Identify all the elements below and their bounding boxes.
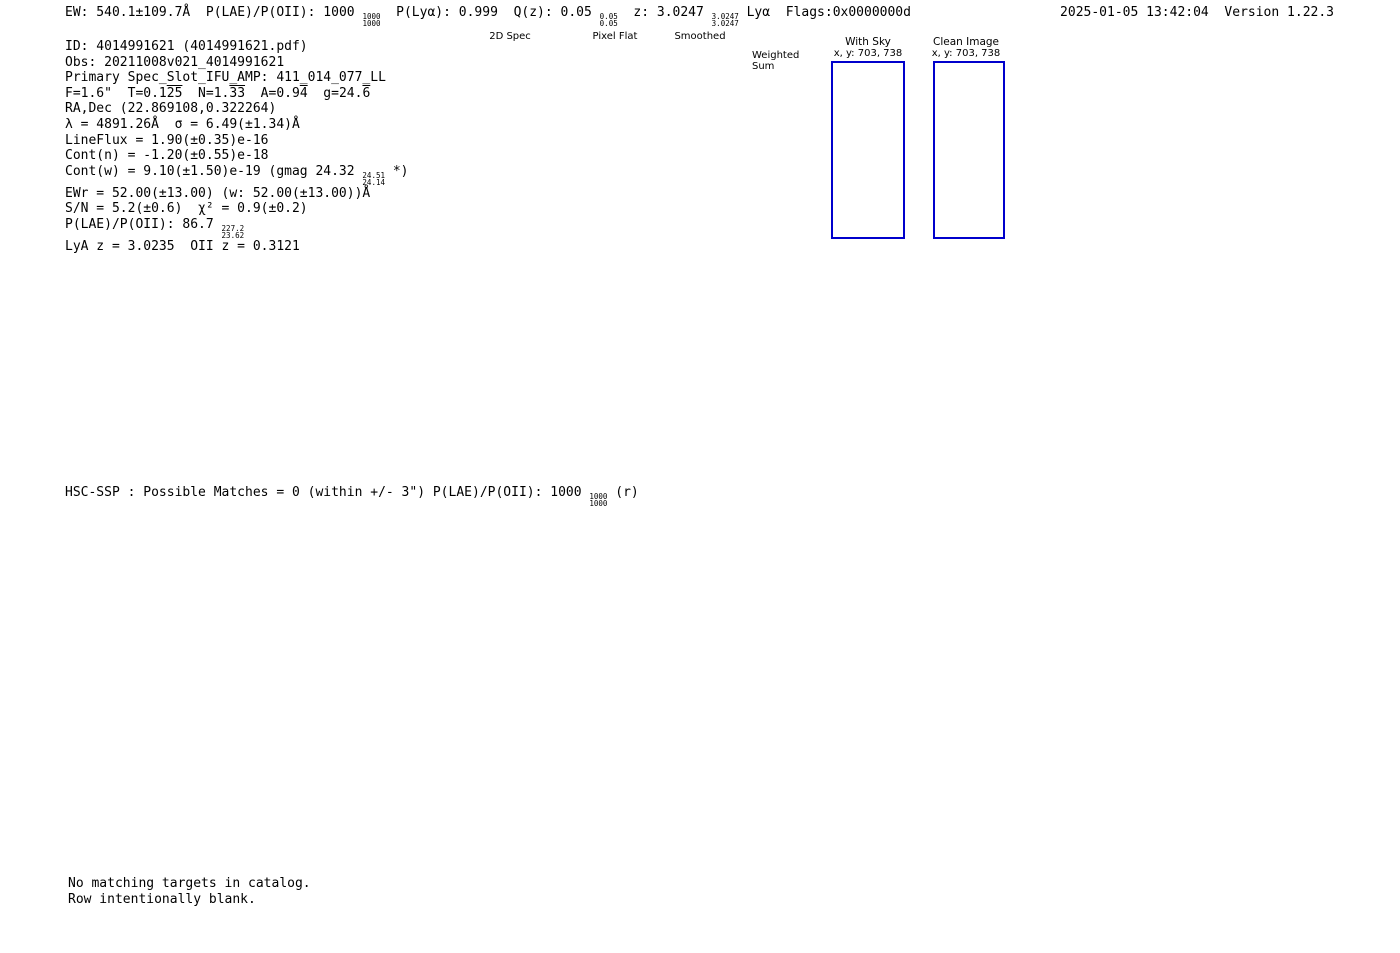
- qz-value: Q(z): 0.05: [513, 5, 592, 20]
- footer-line-1: No matching targets in catalog.: [68, 876, 311, 891]
- info-sn-chi2: S/N = 5.2(±0.6) χ² = 0.9(±0.2): [65, 201, 308, 217]
- clean-image-coords: x, y: 703, 738: [931, 48, 1001, 59]
- col-header-pixelflat: Pixel Flat: [592, 31, 638, 42]
- cutout-panels-overlay: [0, 500, 1400, 735]
- info-obs: Obs: 20211008v021_4014991621: [65, 54, 285, 70]
- line-fit-plot: [1015, 45, 1345, 240]
- hsc-section-header: HSC-SSP : Possible Matches = 0 (within +…: [65, 485, 639, 508]
- footer-notes: No matching targets in catalog. Row inte…: [68, 876, 311, 907]
- plae-poii-value: P(LAE)/P(OII): 1000: [205, 5, 355, 20]
- info-cont-w: Cont(w) = 9.10(±1.50)e-19 (gmag 24.32 24…: [65, 163, 409, 187]
- info-id: ID: 4014991621 (4014991621.pdf): [65, 39, 308, 54]
- col-header-smoothed: Smoothed: [674, 31, 726, 42]
- info-seeing: F=1.6" T=0.125 N=1.33 A=0.94 g=24.6: [65, 85, 371, 101]
- p-lya-value: P(Lyα): 0.999: [396, 5, 498, 20]
- z-value: z: 3.0247: [633, 5, 704, 20]
- report-header-line: EW: 540.1±109.7Å P(LAE)/P(OII): 1000 100…: [65, 5, 911, 27]
- info-plae-poii: P(LAE)/P(OII): 86.7 227.2 23.62: [65, 216, 245, 240]
- col-header-2dspec: 2D Spec: [489, 31, 531, 42]
- qz-fraction: 0.05 0.05: [599, 12, 618, 28]
- info-redshifts: LyA z = 3.0235 OII z = 0.3121: [65, 238, 300, 254]
- z-fraction: 3.0247 3.0247: [711, 12, 739, 28]
- info-ifu-amp: Primary Spec_Slot_IFU_AMP: 411_014_077_L…: [65, 70, 386, 86]
- clean-image: [933, 61, 1005, 239]
- plae-fraction: 1000 1000: [362, 12, 381, 28]
- flags-value: Flags:0x0000000d: [785, 5, 911, 20]
- z-line-type: Lyα: [746, 5, 771, 20]
- with-sky-image: [831, 61, 905, 239]
- detection-info-block: ID: 4014991621 (4014991621.pdf) Obs: 202…: [65, 39, 408, 255]
- timestamp-version: 2025-01-05 13:42:04 Version 1.22.3: [1050, 5, 1334, 20]
- with-sky-title: With Sky: [845, 36, 891, 48]
- full-spectrum-plot: [80, 270, 1320, 465]
- version: Version 1.22.3: [1224, 5, 1334, 20]
- info-ra-dec: RA,Dec (22.869108,0.322264): [65, 101, 277, 117]
- with-sky-coords: x, y: 703, 738: [833, 48, 903, 59]
- info-lineflux: LineFlux = 1.90(±0.35)e-16: [65, 132, 269, 148]
- footer-line-2: Row intentionally blank.: [68, 891, 256, 907]
- ew-value: EW: 540.1±109.7Å: [65, 5, 191, 20]
- info-ewr: EWr = 52.00(±13.00) (w: 52.00(±13.00))Å: [65, 185, 371, 201]
- info-wavelength-sigma: λ = 4891.26Å σ = 6.49(±1.34)Å: [65, 116, 300, 132]
- weighted-sum-label: Weighted Sum: [752, 50, 800, 72]
- info-cont-n: Cont(n) = -1.20(±0.55)e-18: [65, 148, 269, 164]
- timestamp: 2025-01-05 13:42:04: [1060, 5, 1209, 20]
- clean-image-title: Clean Image: [932, 36, 1000, 48]
